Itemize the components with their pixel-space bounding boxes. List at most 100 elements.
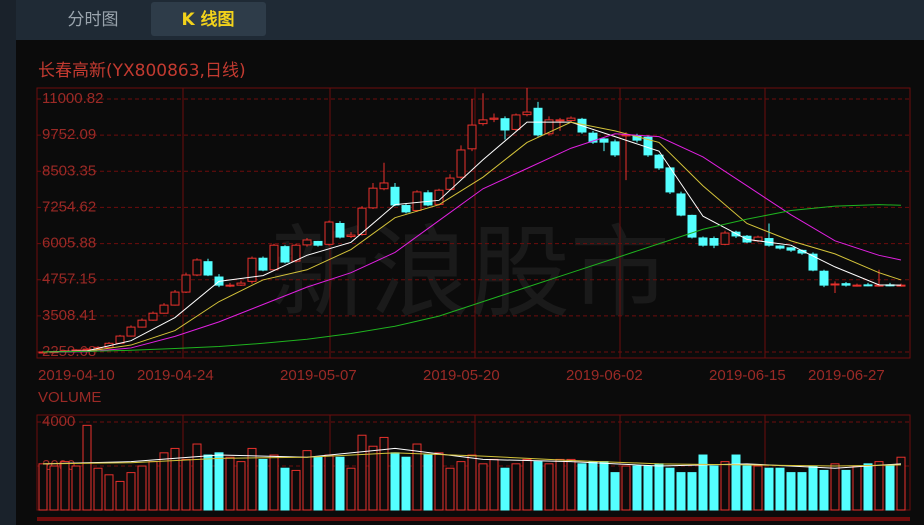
candle-body — [687, 214, 697, 238]
candle-body — [478, 119, 488, 125]
tab-active[interactable]: K 线图 — [181, 9, 234, 30]
volume-bar — [687, 472, 697, 511]
volume-bar — [247, 447, 257, 511]
volume-bar — [137, 465, 147, 511]
volume-bar — [203, 454, 213, 511]
candle-body — [423, 192, 433, 206]
volume-bar — [379, 436, 389, 511]
candle-body — [357, 207, 367, 235]
candle-body — [137, 319, 147, 328]
volume-bar — [445, 467, 455, 511]
volume-bar — [654, 463, 664, 511]
ma-line — [42, 121, 902, 353]
volume-bar — [885, 465, 895, 511]
candle-body — [324, 221, 334, 245]
volume-bar — [38, 463, 48, 511]
candle-body — [555, 119, 565, 122]
volume-bar — [709, 465, 719, 511]
volume-bar — [60, 461, 70, 511]
candle-body — [654, 154, 664, 169]
x-tick-label: 2019-06-15 — [709, 367, 786, 384]
volume-bar — [830, 463, 840, 511]
volume-bar — [489, 458, 499, 511]
candle-body — [346, 234, 356, 238]
volume-bar — [896, 456, 906, 511]
x-tick-label: 2019-06-27 — [808, 367, 885, 384]
candle-body — [830, 283, 840, 286]
y-tick-label: 9752.09 — [42, 126, 96, 143]
volume-bar — [104, 474, 114, 511]
candle-body — [181, 274, 191, 293]
volume-bar — [698, 454, 708, 511]
candle-body — [170, 291, 180, 306]
candle-body — [610, 141, 620, 156]
candle-body — [588, 132, 598, 143]
ma-line — [42, 133, 902, 353]
candle-body — [269, 244, 279, 271]
volume-bar — [775, 467, 785, 511]
candle-body — [511, 114, 521, 130]
volume-bar — [159, 452, 169, 511]
volume-bar — [357, 434, 367, 511]
volume-bar — [346, 467, 356, 511]
volume-bar — [852, 465, 862, 511]
volume-bar — [753, 465, 763, 511]
candle-body — [500, 118, 510, 131]
candle-body — [841, 283, 851, 286]
volume-bar — [731, 454, 741, 511]
volume-bar — [467, 454, 477, 511]
x-tick-label: 2019-04-10 — [38, 367, 115, 384]
volume-bar — [632, 465, 642, 511]
volume-bar — [500, 467, 510, 511]
volume-label: VOLUME — [38, 389, 101, 406]
volume-bar — [148, 461, 158, 511]
candle-body — [159, 304, 169, 314]
volume-bar — [544, 463, 554, 511]
volume-bar — [588, 461, 598, 511]
volume-bar — [49, 465, 59, 511]
volume-bar — [808, 465, 818, 511]
ma-line — [42, 121, 902, 353]
candle-body — [412, 191, 422, 211]
volume-bar — [621, 465, 631, 511]
candle-body — [401, 205, 411, 213]
candle-body — [775, 245, 785, 249]
volume-bar — [522, 458, 532, 511]
volume-bar — [863, 463, 873, 511]
volume-bar — [423, 454, 433, 511]
candle-body — [599, 138, 609, 143]
candle-body — [467, 124, 477, 150]
candle-body — [720, 232, 730, 245]
volume-bar — [511, 463, 521, 511]
y-tick-label: 4757.15 — [42, 271, 96, 288]
volume-bar — [478, 463, 488, 511]
volume-bar — [280, 467, 290, 511]
tab[interactable]: 分时图 — [68, 10, 119, 30]
y-tick-label: 7254.62 — [42, 198, 96, 215]
candle-body — [852, 284, 862, 287]
x-tick-label: 2019-05-20 — [423, 367, 500, 384]
ma-line — [42, 204, 902, 353]
volume-bar — [566, 458, 576, 511]
volume-bar — [764, 467, 774, 511]
candle-body — [203, 261, 213, 276]
x-tick-label: 2019-04-24 — [137, 367, 214, 384]
candle-body — [445, 177, 455, 190]
candle-body — [335, 222, 345, 238]
volume-bar — [225, 456, 235, 511]
candle-body — [192, 259, 202, 276]
volume-bar — [335, 456, 345, 511]
ma-line — [42, 452, 902, 467]
price-frame — [36, 87, 911, 359]
volume-bar — [577, 463, 587, 511]
volume-bar — [214, 452, 224, 511]
volume-bar — [302, 450, 312, 511]
candle-body — [863, 284, 873, 287]
candle-body — [544, 119, 554, 135]
tab-active-bg[interactable] — [151, 2, 266, 36]
volume-bar — [368, 445, 378, 511]
volume-bar — [126, 472, 136, 511]
volume-bar — [874, 461, 884, 511]
volume-bar — [115, 480, 125, 511]
